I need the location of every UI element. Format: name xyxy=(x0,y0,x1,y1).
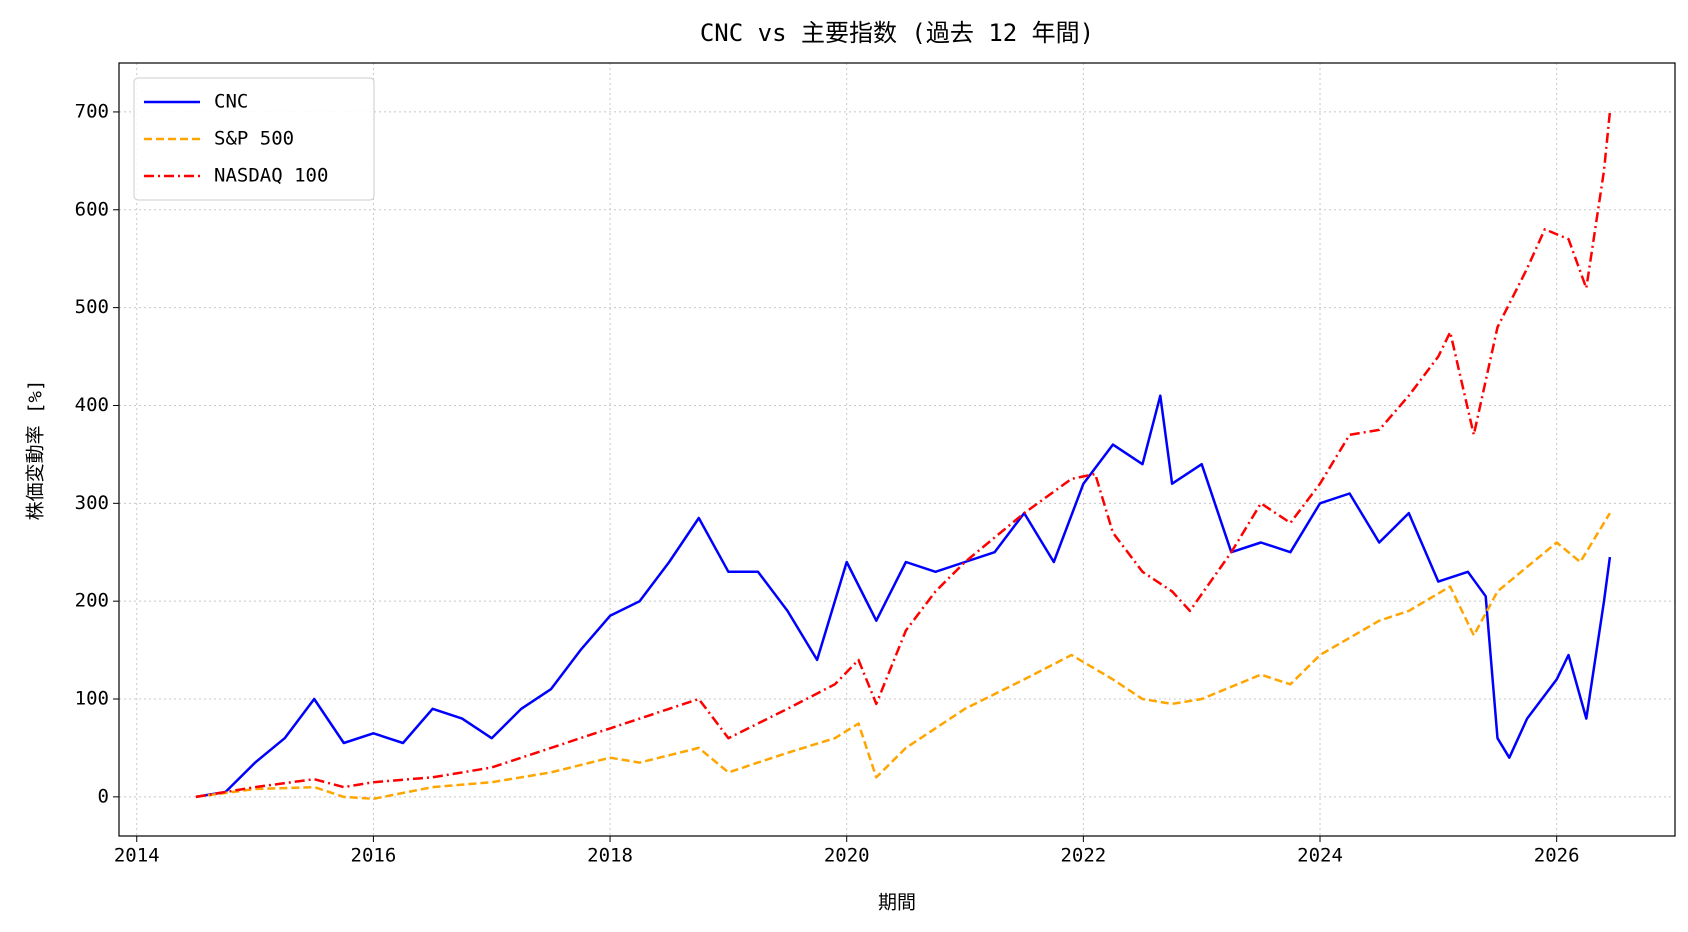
chart-title: CNC vs 主要指数 (過去 12 年間) xyxy=(700,19,1094,47)
y-tick-label: 600 xyxy=(75,198,109,220)
x-axis-label: 期間 xyxy=(878,892,916,914)
y-tick-label: 0 xyxy=(98,785,109,807)
plot-frame xyxy=(118,62,1676,837)
series-line xyxy=(195,394,1612,799)
x-tick-label: 2024 xyxy=(1297,845,1343,867)
x-tick-label: 2014 xyxy=(114,845,160,867)
x-tick-label: 2018 xyxy=(587,845,633,867)
legend-label: NASDAQ 100 xyxy=(214,165,328,187)
x-tick-label: 2016 xyxy=(351,845,397,867)
y-tick-label: 300 xyxy=(75,492,109,514)
y-tick-label: 200 xyxy=(75,590,109,612)
legend-label: S&P 500 xyxy=(214,128,294,150)
x-tick-label: 2020 xyxy=(824,845,870,867)
y-tick-label: 700 xyxy=(75,100,109,122)
y-tick-label: 100 xyxy=(75,688,109,710)
y-tick-label: 500 xyxy=(75,296,109,318)
x-tick-label: 2026 xyxy=(1534,845,1580,867)
series-line xyxy=(195,111,1612,799)
y-tick-label: 400 xyxy=(75,394,109,416)
y-axis-label: 株価変動率 [%] xyxy=(25,380,47,521)
legend-box xyxy=(133,77,375,201)
x-tick-label: 2022 xyxy=(1060,845,1106,867)
legend-label: CNC xyxy=(214,91,248,113)
series-line xyxy=(195,512,1611,801)
